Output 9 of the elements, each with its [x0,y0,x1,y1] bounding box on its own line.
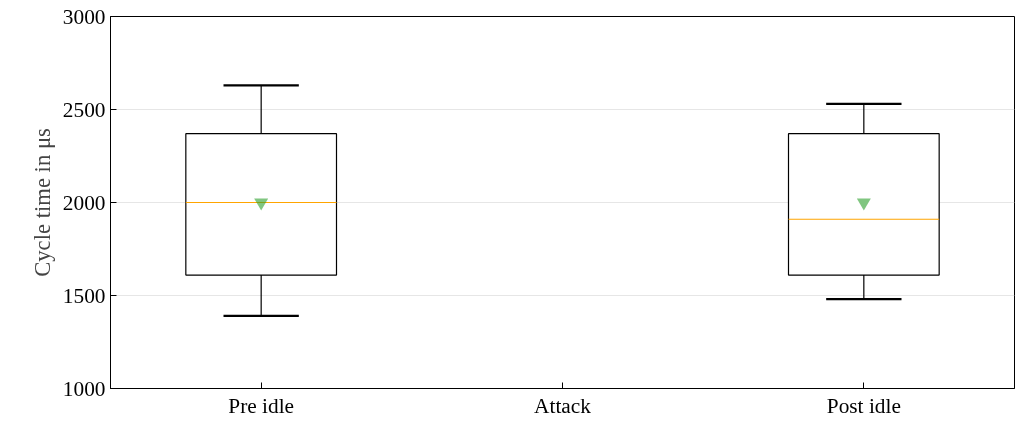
y-tick-label: 2500 [62,97,106,122]
x-tick-label: Post idle [826,393,901,418]
y-tick-label: 1500 [62,283,106,308]
y-axis-title: Cycle time in μs [29,128,55,277]
x-tick-label: Attack [534,393,592,418]
x-tick-label: Pre idle [228,393,295,418]
y-tick-label: 2000 [62,190,106,215]
y-tick-label: 1000 [62,376,106,401]
y-tick-label: 3000 [62,4,106,29]
